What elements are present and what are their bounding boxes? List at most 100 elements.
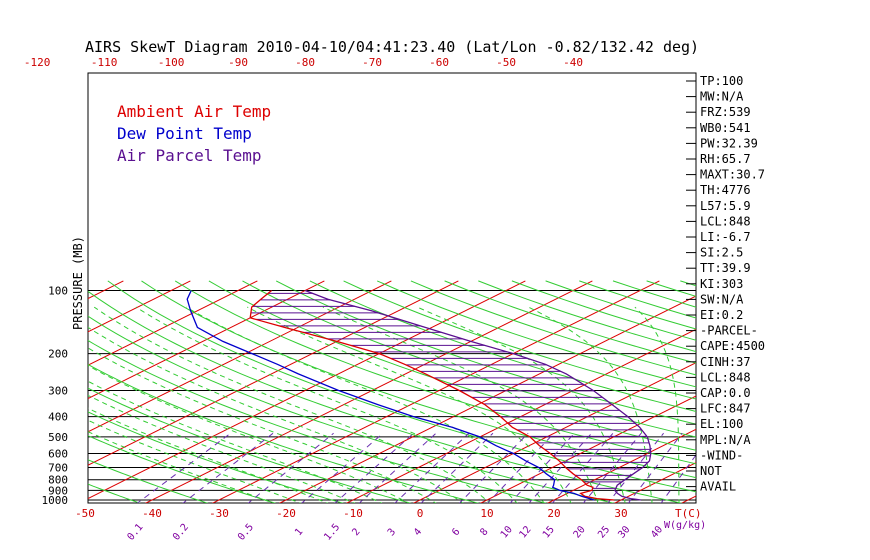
- dry-adiabat-line: [88, 459, 209, 503]
- isotherm-line: [88, 280, 191, 333]
- dry-adiabat-line: [376, 280, 696, 388]
- legend: Ambient Air Temp Dew Point Temp Air Parc…: [117, 102, 271, 165]
- profile-lines: [186, 289, 652, 501]
- isotherm-line: [88, 280, 258, 366]
- mixing-ratio-tick-label: 1.5: [322, 522, 342, 543]
- dew-point-temp-profile: [186, 290, 595, 501]
- isotherm-line: [88, 280, 325, 400]
- moist-adiabat-line: [417, 306, 626, 503]
- dry-adiabat-line: [88, 483, 141, 503]
- top-temp-tick-label: -110: [91, 56, 118, 69]
- stability-index-entry: MPL:N/A: [700, 433, 751, 447]
- mixing-ratio-tick-label: 25: [596, 524, 612, 540]
- dry-adiabat-line: [88, 387, 412, 503]
- stability-index-entry: SW:N/A: [700, 292, 744, 306]
- moist-adiabat-line: [88, 419, 302, 503]
- stability-index-entry: LCL:848: [700, 214, 751, 228]
- plot-frame: [87, 72, 697, 504]
- moist-adiabat-line: [88, 365, 410, 503]
- top-temp-tick-label: -100: [158, 56, 185, 69]
- mixing-ratio-tick-label: 1: [293, 527, 305, 539]
- stability-index-entry: TH:4776: [700, 183, 751, 197]
- top-temp-tick-label: -120: [24, 56, 51, 69]
- mixing-ratio-axis: 0.1 0.2 0.5 1 1.5 2 3 4 6 8 10 12 15 20 25 30 40: [125, 522, 665, 543]
- dry-adiabat-line: [781, 281, 870, 505]
- stability-index-entry: LCL:848: [700, 370, 751, 384]
- mixing-ratio-tick-label: 10: [499, 524, 515, 540]
- moist-adiabat-grid: [88, 306, 680, 503]
- dry-adiabat-line: [174, 280, 696, 465]
- dry-adiabat-line: [88, 411, 345, 503]
- mixing-ratio-tick-label: 0.5: [236, 522, 256, 543]
- pressure-tick-label: 700: [48, 462, 68, 475]
- stability-index-entry: CAP:0.0: [700, 386, 751, 400]
- pressure-tick-label: 400: [48, 411, 68, 424]
- top-temp-tick-label: -80: [295, 56, 315, 69]
- dry-adiabat-line: [208, 280, 696, 451]
- dry-adiabat-line: [309, 280, 696, 413]
- isotherm-line: [278, 295, 696, 503]
- mixing-ratio-tick-label: 12: [517, 524, 533, 540]
- pressure-tick-label: 500: [48, 431, 68, 444]
- cape-hatch-area: [250, 292, 651, 489]
- stability-index-entry: CAPE:4500: [700, 339, 765, 353]
- bottom-temp-tick-label: 10: [480, 507, 493, 520]
- bottom-temp-tick-label: -30: [209, 507, 229, 520]
- mixing-ratio-line: [509, 432, 575, 503]
- dry-adiabat-line: [88, 315, 616, 503]
- mixing-ratio-tick-label: 6: [450, 527, 462, 539]
- stability-index-entry: LI:-6.7: [700, 230, 751, 244]
- x-axis-unit-label: T(C): [675, 507, 702, 520]
- top-temp-tick-label: -90: [228, 56, 248, 69]
- y-axis-label: PRESSURE (MB): [71, 236, 85, 330]
- legend-air-parcel-temp: Air Parcel Temp: [117, 146, 262, 165]
- top-temperature-axis: -120 -110 -100 -90 -80 -70 -60 -50 -40: [24, 56, 583, 69]
- mixing-ratio-grid: [136, 432, 696, 503]
- mixing-ratio-tick-label: 0.1: [125, 522, 145, 543]
- mixing-ratio-line: [458, 432, 529, 503]
- isotherm-line: [479, 395, 696, 503]
- bottom-temp-tick-label: -40: [142, 507, 162, 520]
- mixing-ratio-tick-label: 8: [478, 527, 490, 539]
- isotherm-line: [546, 428, 696, 503]
- mixing-ratio-tick-label: 15: [541, 524, 557, 540]
- mixing-ratio-line: [487, 432, 555, 503]
- mixing-ratio-unit-label: W(g/kg): [664, 520, 706, 531]
- stability-index-entry: PW:32.39: [700, 136, 758, 150]
- stability-index-entry: LFC:847: [700, 402, 751, 416]
- pressure-tick-label: 900: [48, 484, 68, 497]
- dry-adiabat-line: [748, 281, 870, 505]
- mixing-ratio-tick-label: 4: [412, 527, 424, 539]
- mixing-ratio-line: [528, 432, 593, 503]
- pressure-tick-label: 100: [48, 285, 68, 298]
- isotherm-line: [88, 280, 526, 500]
- mixing-ratio-line: [247, 432, 334, 503]
- mixing-ratio-line: [334, 432, 414, 503]
- bottom-temperature-axis: -50 -40 -30 -20 -10 0 10 20 30: [75, 507, 628, 520]
- bottom-temp-tick-label: -50: [75, 507, 95, 520]
- mixing-ratio-line: [182, 432, 274, 503]
- dry-adiabat-line: [478, 280, 696, 353]
- stability-index-entry: WB0:541: [700, 121, 751, 135]
- dry-adiabat-line: [88, 363, 480, 503]
- top-temp-tick-label: -60: [429, 56, 449, 69]
- dry-adiabat-line: [343, 280, 696, 400]
- mixing-ratio-line: [301, 432, 384, 503]
- stability-index-entry: FRZ:539: [700, 105, 751, 119]
- mixing-ratio-tick-label: 0.2: [171, 522, 191, 543]
- isotherm-line: [412, 362, 696, 503]
- top-temp-tick-label: -40: [563, 56, 583, 69]
- moist-adiabat-line: [88, 407, 329, 503]
- stability-index-entry: KI:303: [700, 277, 743, 291]
- dry-adiabat-line: [242, 280, 696, 438]
- mixing-ratio-line: [358, 432, 437, 503]
- stability-index-entry: AVAIL: [700, 480, 736, 494]
- moist-adiabat-line: [88, 380, 383, 503]
- mixing-ratio-tick-label: 40: [649, 524, 665, 540]
- pressure-tick-label: 200: [48, 348, 68, 361]
- isotherm-line: [211, 280, 660, 503]
- moist-adiabat-line: [185, 306, 545, 503]
